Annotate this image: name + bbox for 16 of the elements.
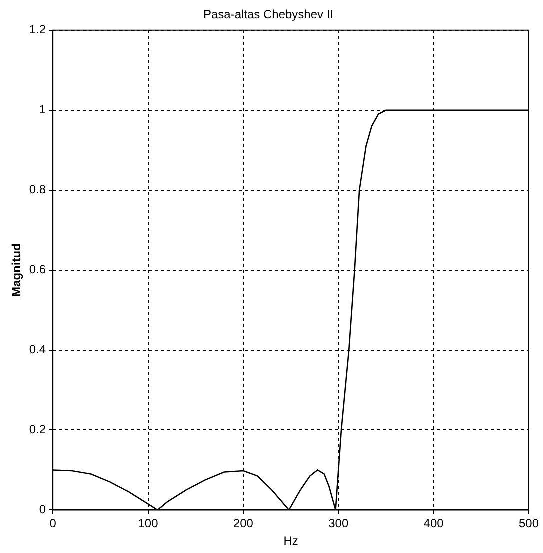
x-tick-label: 300 [328,516,349,531]
y-tick-label: 0.8 [29,182,46,197]
x-tick-label: 100 [138,516,159,531]
x-tick-label: 0 [50,516,57,531]
x-tick-label: 500 [518,516,540,531]
y-axis-title: Magnitud [10,244,24,297]
y-tick-label: 0.2 [29,422,46,437]
x-tick-label: 400 [424,516,444,531]
y-tick-label: 0.6 [29,262,46,277]
x-axis-title: Hz [284,534,298,548]
y-tick-label: 0 [39,502,46,517]
y-tick-label: 1.2 [29,22,46,37]
y-tick-label: 0.4 [29,342,46,357]
chart-title: Pasa-altas Chebyshev II [203,8,334,22]
y-tick-label: 1 [39,102,46,117]
x-tick-label: 200 [233,516,254,531]
